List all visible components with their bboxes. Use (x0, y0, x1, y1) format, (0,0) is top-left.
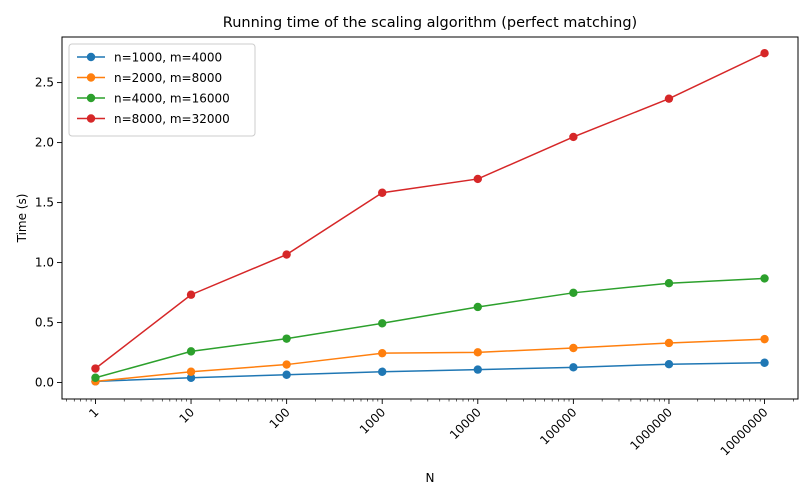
series-3-point (91, 373, 100, 382)
series-2-point (282, 360, 291, 369)
series-2-point (760, 334, 769, 344)
series-4-point (760, 49, 769, 58)
series-1-point (186, 373, 196, 382)
chart-title: Running time of the scaling algorithm (p… (223, 15, 637, 31)
series-3-point (569, 288, 578, 298)
series-line-3 (95, 277, 765, 379)
series-4-point (569, 132, 578, 142)
series-4-point (473, 174, 482, 184)
x-axis-title: N (426, 471, 435, 485)
x-tick-label: 1000 (357, 405, 388, 436)
legend-marker-2 (86, 73, 96, 82)
series-2-point (186, 367, 196, 376)
series-2-point (664, 338, 674, 348)
y-axis-title: Time (s) (15, 194, 29, 244)
y-tick-label: 0.5 (35, 316, 54, 330)
legend-label-1: n=1000, m=4000 (114, 51, 222, 65)
x-tick-label: 10000 (447, 405, 484, 442)
legend-marker-3 (86, 93, 96, 103)
plot-frame (61, 36, 799, 400)
series-3-point (760, 274, 769, 283)
series-1-point (473, 365, 482, 374)
series-1-point (282, 370, 291, 379)
series-4-point (378, 188, 387, 197)
x-tick-label: 1 (86, 405, 101, 420)
y-tick-label: 1.5 (35, 196, 54, 210)
legend-label-2: n=2000, m=8000 (114, 71, 222, 85)
series-2-point (378, 348, 387, 358)
x-tick-label: 10 (176, 405, 197, 426)
legend-marker-1 (86, 52, 96, 62)
x-axis: 1 10 100 1000 10000 100000 1000000 10000000 (66, 399, 794, 458)
y-tick-label: 2.5 (35, 76, 54, 90)
series-3-point (186, 347, 196, 356)
series-line-2 (95, 338, 765, 383)
series-4-point (282, 250, 291, 259)
legend-marker-4 (86, 114, 96, 123)
x-tick-label: 100000 (537, 405, 579, 447)
series-4-point (664, 94, 674, 103)
y-tick-label: 1.0 (35, 256, 54, 270)
series-1-point (378, 367, 387, 376)
series-line-1 (95, 362, 765, 383)
series-3-point (378, 319, 387, 328)
series-3-point (664, 279, 674, 288)
legend-label-4: n=8000, m=32000 (114, 112, 230, 126)
y-tick-label: 0.0 (35, 376, 54, 390)
legend-label-3: n=4000, m=16000 (114, 92, 230, 106)
series-2-point (473, 348, 482, 357)
legend[interactable]: n=1000, m=4000 n=2000, m=8000 n=4000, m=16… (68, 43, 256, 137)
y-tick-label: 2.0 (35, 136, 54, 150)
series-3-point (473, 302, 482, 312)
series-1-point (569, 363, 578, 372)
y-axis: 0.0 0.5 1.0 1.5 2.0 2.5 (35, 76, 62, 390)
series-line-4 (94, 52, 765, 370)
series-1-point (760, 358, 769, 367)
legend-box (68, 43, 256, 137)
series-1-point (664, 360, 674, 369)
x-tick-label: 1000000 (627, 405, 675, 453)
x-tick-label: 10000000 (718, 405, 771, 458)
series-4-point (186, 290, 196, 299)
series-4-point (91, 364, 100, 373)
x-tick-label: 100 (267, 405, 293, 431)
series-2-point (569, 343, 578, 353)
series-3-point (282, 334, 291, 343)
plot-area (91, 49, 769, 386)
